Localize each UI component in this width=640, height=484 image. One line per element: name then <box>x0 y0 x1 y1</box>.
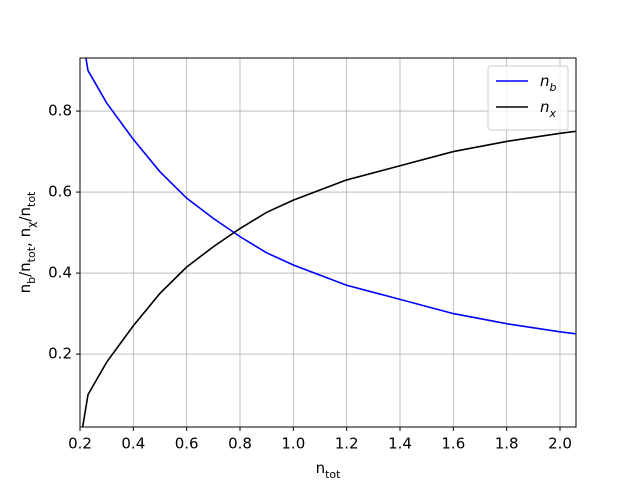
y-axis-label-sub: χ <box>25 221 38 228</box>
x-tick-label: 0.8 <box>228 435 252 453</box>
data-line <box>85 58 576 335</box>
legend-box <box>487 65 569 131</box>
x-tick-label: 1.2 <box>335 435 359 453</box>
x-axis-label-part: n <box>316 459 326 477</box>
legend-label-part: n <box>540 72 550 90</box>
y-axis-label-part: /n <box>16 262 34 277</box>
y-axis-label-sub: tot <box>25 191 38 207</box>
x-tick-label: 1.4 <box>388 435 412 453</box>
y-axis-label-part: n <box>16 284 34 294</box>
y-tick-label: 0.6 <box>48 183 72 201</box>
legend-label-part: n <box>540 98 550 116</box>
x-tick-label: 0.4 <box>121 435 145 453</box>
plot-frame <box>79 57 577 428</box>
x-tick-label: 1.0 <box>281 435 305 453</box>
y-axis-label-part: , n <box>16 228 34 247</box>
legend-label: nx <box>540 98 557 120</box>
y-axis-label-part: /n <box>16 207 34 222</box>
y-tick-label: 0.4 <box>48 264 72 282</box>
y-tick-label: 0.8 <box>48 102 72 120</box>
x-tick-label: 2.0 <box>548 435 572 453</box>
legend-label: nb <box>540 72 557 94</box>
y-tick-label: 0.2 <box>48 345 72 363</box>
data-line <box>81 130 576 427</box>
x-tick-label: 1.6 <box>441 435 465 453</box>
x-axis-label: ntot <box>316 459 342 481</box>
y-axis-label-sub: b <box>25 277 38 284</box>
y-axis-label-sub: tot <box>25 246 38 262</box>
x-tick-label: 0.6 <box>175 435 199 453</box>
legend-label-sub: x <box>549 107 557 120</box>
y-axis-label: nb/ntot, nχ/ntot <box>16 191 38 293</box>
x-tick-label: 1.8 <box>495 435 519 453</box>
legend-label-sub: b <box>550 81 557 94</box>
x-axis-label-sub: tot <box>325 468 341 481</box>
x-tick-label: 0.2 <box>68 435 92 453</box>
